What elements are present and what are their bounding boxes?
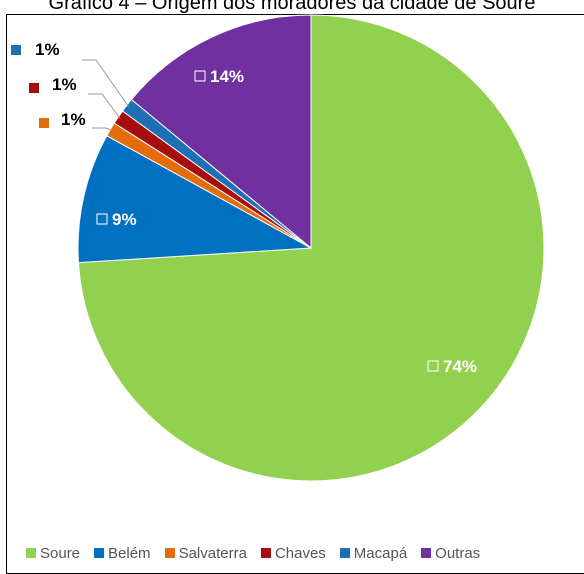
data-label-soure: 74% (443, 357, 477, 376)
label-box-outras (194, 70, 206, 82)
leader-line-salvaterra (92, 127, 113, 131)
legend-item-macapá: Macapá (339, 544, 408, 562)
label-key-chaves (29, 83, 39, 93)
legend-label: Macapá (353, 544, 408, 562)
data-label-macapá: 1% (35, 40, 60, 59)
legend-item-outras: Outras (421, 545, 480, 562)
legend-swatch (260, 548, 271, 558)
legend-label: Soure (40, 544, 81, 562)
legend-swatch (339, 548, 350, 558)
leader-line-macapá (82, 59, 129, 107)
legend-swatch (94, 548, 105, 558)
data-label-chaves: 1% (52, 75, 77, 94)
label-key-salvaterra (39, 118, 49, 128)
leader-line-chaves (88, 93, 121, 119)
legend-swatch (26, 548, 36, 558)
legend-label: Chaves (274, 544, 326, 562)
legend-swatch (164, 548, 175, 558)
chart-title: Gráfico 4 – Origem dos moradores da cida… (48, 0, 536, 14)
legend-label: Salvaterra (178, 544, 247, 562)
legend-label: Outras (435, 544, 481, 562)
label-box-belém (96, 213, 108, 225)
data-label-outras: 14% (210, 67, 244, 86)
legend-label: Belém (108, 544, 151, 562)
label-box-soure (427, 360, 439, 372)
legend-item-salvaterra: Salvaterra (164, 544, 247, 562)
data-label-belém: 9% (112, 210, 137, 229)
legend-swatch (421, 548, 432, 558)
legend-item-soure: Soure (26, 545, 80, 562)
pie-slice-belém (77, 135, 313, 264)
label-key-macapá (11, 45, 21, 55)
legend-item-chaves: Chaves (260, 544, 326, 562)
legend: Soure Belém Salvaterra Chaves Macapá Outras (26, 544, 494, 562)
pie-slice-outras (130, 14, 312, 250)
legend-item-belém: Belém (94, 545, 151, 562)
data-label-salvaterra: 1% (61, 110, 86, 129)
